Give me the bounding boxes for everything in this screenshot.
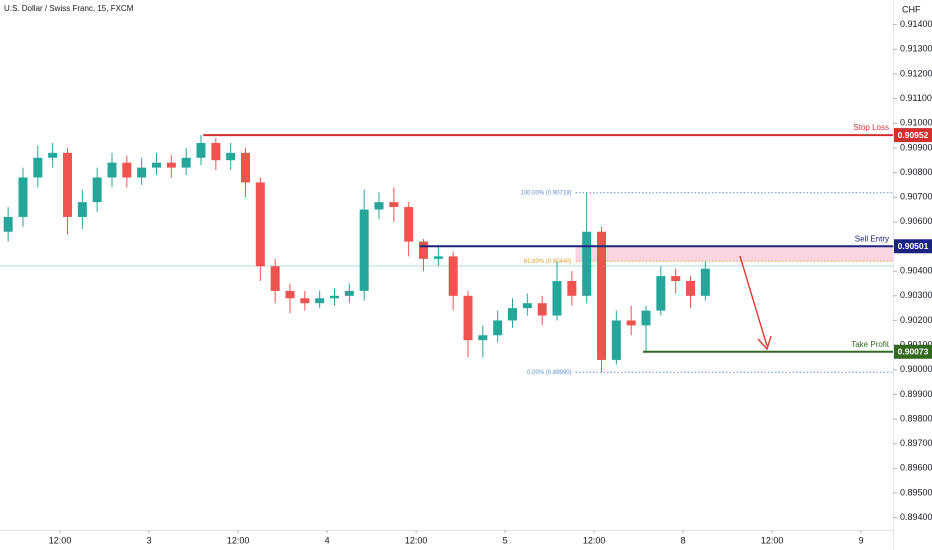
level-label: Sell Entry — [855, 234, 889, 243]
y-tick-label: 0.89600 — [900, 463, 932, 473]
candle-body — [3, 216, 13, 232]
candle-body — [77, 202, 87, 217]
x-tick-label: 12:00 — [405, 535, 428, 545]
candle-body — [641, 310, 651, 326]
candle-body — [18, 177, 28, 217]
candle-body — [226, 152, 236, 161]
candle-body — [537, 303, 547, 316]
candle-body — [404, 207, 414, 242]
price-tag-label: 0.90073 — [898, 347, 929, 357]
candle-body — [92, 177, 102, 203]
candle-body — [107, 162, 117, 178]
candle-body — [241, 152, 251, 183]
price-tag — [894, 344, 932, 359]
y-tick-label: 0.89500 — [900, 487, 932, 497]
candle-body — [656, 276, 666, 311]
plot-area: 100.00% (0.90718) 61.80% (0.90440) 0.00% (… — [0, 135, 893, 376]
x-tick-label: 8 — [681, 535, 686, 545]
y-tick-label: 0.90600 — [900, 216, 932, 226]
y-tick-label: 0.89900 — [900, 389, 932, 399]
y-tick-label: 0.89800 — [900, 413, 932, 423]
candle-body — [700, 268, 710, 296]
x-tick-label: 4 — [325, 535, 330, 545]
x-tick-label: 5 — [503, 535, 508, 545]
candle-body — [330, 295, 340, 299]
y-tick-label: 0.89700 — [900, 438, 932, 448]
price-tag — [894, 239, 932, 254]
y-tick-label: 0.90400 — [900, 266, 932, 276]
candle-body — [611, 320, 621, 360]
candle-body — [270, 266, 280, 291]
candle-body — [315, 298, 325, 304]
candle-body — [419, 241, 429, 259]
candle-body — [33, 157, 43, 178]
y-tick-label: 0.90800 — [900, 167, 932, 177]
candle-body — [478, 335, 488, 341]
candle-body — [686, 281, 696, 296]
fib-label: 61.80% (0.90440) — [524, 259, 572, 265]
candle-body — [48, 152, 58, 158]
candle-body — [626, 320, 636, 326]
candle-body — [493, 320, 503, 336]
level-label: Take Profit — [851, 340, 890, 349]
y-tick-label: 0.90900 — [900, 142, 932, 152]
candle-body — [181, 157, 191, 168]
x-tick-label: 3 — [147, 535, 152, 545]
y-tick-label: 0.90100 — [900, 339, 932, 349]
y-tick-label: 0.90300 — [900, 290, 932, 300]
y-tick-label: 0.91200 — [900, 68, 932, 78]
forecast-arrow — [739, 255, 772, 351]
candle-body — [122, 162, 132, 178]
x-tick-label: 12:00 — [761, 535, 784, 545]
candle-body — [508, 308, 518, 321]
candle-body — [552, 281, 562, 316]
y-tick-label: 0.91000 — [900, 118, 932, 128]
fib-label: 0.00% (0.89990) — [527, 370, 571, 376]
fib-label: 100.00% (0.90718) — [521, 190, 572, 196]
y-tick-label: 0.91100 — [900, 93, 932, 103]
sell-zone — [575, 246, 893, 262]
price-tag — [894, 128, 932, 143]
y-tick-label: 0.90000 — [900, 364, 932, 374]
candle-body — [137, 167, 147, 178]
candle-body — [582, 231, 592, 296]
candle-body — [300, 298, 310, 304]
y-tick-label: 0.90200 — [900, 315, 932, 325]
candle-body — [374, 202, 384, 210]
price-tag-label: 0.90501 — [898, 241, 929, 251]
candle-body — [448, 256, 458, 296]
level-label: Stop Loss — [853, 123, 889, 132]
x-tick-label: 12:00 — [227, 535, 250, 545]
candle-body — [151, 162, 161, 168]
candle-body — [671, 276, 681, 282]
price-tag-label: 0.90952 — [898, 130, 929, 140]
candle-body — [196, 142, 206, 158]
candle-body — [463, 295, 473, 341]
x-tick-label: 12:00 — [583, 535, 606, 545]
candle-body — [567, 281, 577, 296]
candle-body — [166, 162, 176, 168]
candle-body — [597, 231, 607, 360]
candle-body — [344, 290, 354, 296]
y-tick-label: 0.89400 — [900, 512, 932, 522]
candle-body — [522, 303, 532, 309]
candle-body — [389, 202, 399, 208]
candle-body — [359, 209, 369, 291]
candle-body — [255, 182, 265, 267]
y-tick-label: 0.91400 — [900, 19, 932, 29]
currency-label: CHF — [902, 4, 921, 14]
candle-body — [285, 290, 295, 299]
candle-body — [62, 152, 72, 217]
chart-title: U.S. Dollar / Swiss Franc, 15, FXCM — [4, 4, 134, 13]
candle-body — [433, 256, 443, 259]
x-tick-label: 12:00 — [49, 535, 72, 545]
y-tick-label: 0.91300 — [900, 44, 932, 54]
candle-body — [211, 142, 221, 161]
y-tick-label: 0.90700 — [900, 192, 932, 202]
x-tick-label: 9 — [859, 535, 864, 545]
